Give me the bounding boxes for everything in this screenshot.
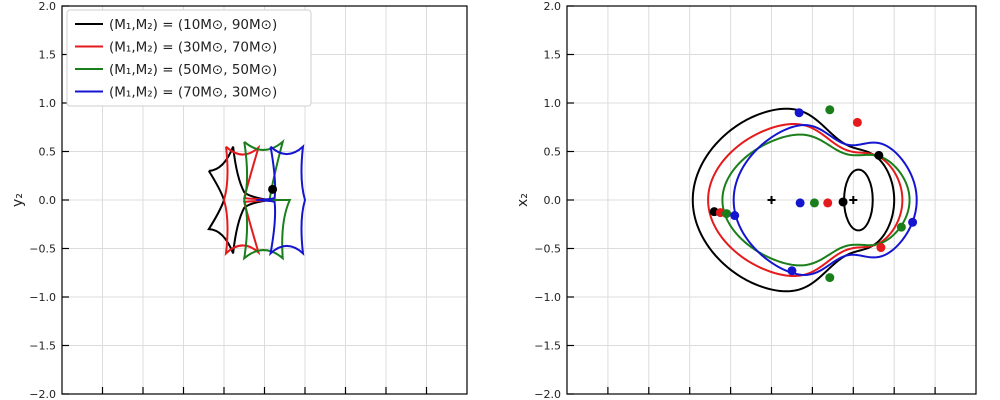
image-point <box>809 198 819 208</box>
legend: (M₁,M₂) = (10M⊙, 90M⊙) (M₁,M₂) = (30M⊙, 7… <box>66 9 312 107</box>
image-point <box>787 266 797 276</box>
ticks: −2.0 −1.5 −1.0 −0.5 0.0 0.5 1.0 1.5 2.0 <box>29 0 428 400</box>
legend-label: (M₁,M₂) = (70M⊙, 30M⊙) <box>109 85 277 101</box>
image-point <box>823 198 833 208</box>
right-panel: −2.0 −1.5 −1.0 −0.5 0.0 0.5 1.0 1.5 2.0 x₂ <box>515 0 977 400</box>
y-tick-label: −1.5 <box>534 340 561 353</box>
y-axis-label: y₂ <box>10 193 26 207</box>
ticks: −2.0 −1.5 −1.0 −0.5 0.0 0.5 1.0 1.5 2.0 <box>534 0 936 400</box>
y-tick-label: 1.0 <box>544 97 562 110</box>
axes-frame <box>566 5 977 395</box>
caustic-curve <box>207 146 270 254</box>
image-point <box>874 150 884 160</box>
y-tick-label: 0.5 <box>39 146 57 159</box>
axes-frame <box>61 5 468 395</box>
caustic-curve <box>242 138 292 261</box>
legend-label: (M₁,M₂) = (50M⊙, 50M⊙) <box>109 62 277 78</box>
caustic-curve <box>256 144 307 257</box>
y-tick-label: −2.0 <box>29 388 56 400</box>
y-tick-label: −0.5 <box>29 243 56 256</box>
lens-marker <box>849 196 858 204</box>
y-tick-label: −0.5 <box>534 243 561 256</box>
y-tick-label: 0.0 <box>544 194 562 207</box>
critical-curve-outer <box>721 133 911 267</box>
critical-curve-outer <box>732 124 918 276</box>
legend-label: (M₁,M₂) = (30M⊙, 70M⊙) <box>109 40 277 56</box>
image-point <box>794 108 804 118</box>
y-tick-label: 1.0 <box>39 97 57 110</box>
y-tick-label: −2.0 <box>534 388 561 400</box>
image-point <box>730 211 740 221</box>
image-point <box>852 117 862 127</box>
left-panel: −2.0 −1.5 −1.0 −0.5 0.0 0.5 1.0 1.5 2.0 y₂ (M₁,M₂)… <box>10 0 468 400</box>
legend-label: (M₁,M₂) = (10M⊙, 90M⊙) <box>109 17 277 33</box>
image-point <box>876 243 886 253</box>
y-axis-label: x₂ <box>515 193 531 207</box>
image-point <box>908 217 918 227</box>
y-tick-label: 1.5 <box>544 49 562 62</box>
image-point <box>825 105 835 115</box>
y-tick-label: 2.0 <box>39 0 57 13</box>
lens-marker <box>767 196 776 204</box>
image-point <box>825 273 835 283</box>
y-tick-label: 2.0 <box>544 0 562 13</box>
y-tick-label: 0.0 <box>39 194 57 207</box>
plot-area <box>207 138 307 261</box>
y-tick-label: −1.0 <box>29 291 56 304</box>
plot-area <box>691 105 918 293</box>
image-point <box>722 209 732 219</box>
image-point <box>838 197 848 207</box>
y-tick-label: 1.5 <box>39 49 57 62</box>
y-tick-label: 0.5 <box>544 146 562 159</box>
critical-curve-outer <box>707 122 904 278</box>
legend-box <box>66 9 312 107</box>
source-point <box>268 184 278 194</box>
y-tick-label: −1.0 <box>534 291 561 304</box>
y-tick-label: −1.5 <box>29 340 56 353</box>
image-point <box>896 222 906 232</box>
image-point <box>795 198 805 208</box>
